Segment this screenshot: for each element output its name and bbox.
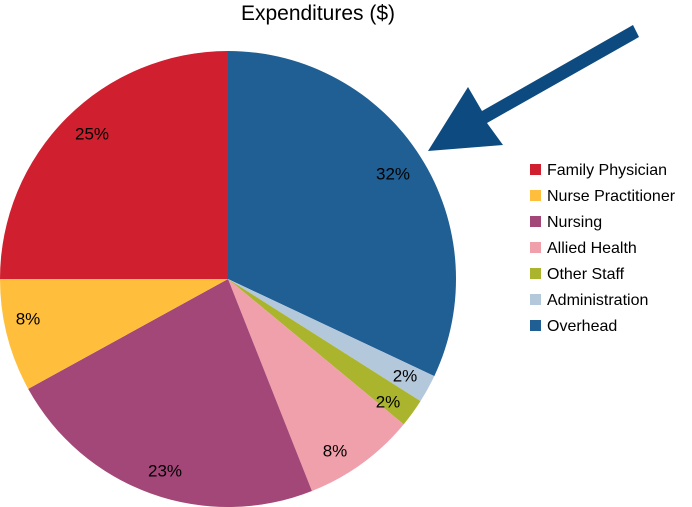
legend-swatch-overhead	[530, 320, 541, 331]
pie-slice-nursing	[28, 279, 312, 507]
pie-slice-allied-health	[228, 279, 404, 491]
slice-label-allied-health: 8%	[323, 441, 348, 460]
legend-swatch-administration	[530, 294, 541, 305]
slice-label-nurse-practitioner: 8%	[16, 309, 41, 328]
slice-label-other-staff: 2%	[376, 392, 401, 411]
legend-label-nursing: Nursing	[547, 214, 602, 231]
pie-slice-nurse-practitioner	[0, 279, 228, 389]
legend-swatch-other-staff	[530, 268, 541, 279]
pie-slices	[0, 51, 457, 507]
pie-slice-family-physician	[0, 51, 228, 279]
slice-labels: 32% 2% 2% 8% 23% 8% 25%	[16, 124, 418, 480]
legend-label-other-staff: Other Staff	[547, 266, 625, 283]
pie-slice-administration	[228, 279, 435, 402]
legend-label-family-physician: Family Physician	[547, 162, 667, 179]
legend-swatch-allied-health	[530, 242, 541, 253]
slice-label-nursing: 23%	[148, 461, 182, 480]
legend-swatch-nursing	[530, 216, 541, 227]
slice-label-administration: 2%	[393, 366, 418, 385]
annotation-arrow-icon	[428, 25, 639, 151]
legend-label-administration: Administration	[547, 292, 648, 309]
chart-title: Expenditures ($)	[241, 2, 395, 25]
slice-label-overhead: 32%	[376, 164, 410, 183]
legend-label-nurse-practitioner: Nurse Practitioner	[547, 188, 676, 205]
slice-label-family-physician: 25%	[75, 124, 109, 143]
legend-swatch-nurse-practitioner	[530, 190, 541, 201]
pie-slice-other-staff	[228, 279, 421, 425]
legend-label-overhead: Overhead	[547, 318, 617, 335]
legend: Family Physician Nurse Practitioner Nursin…	[530, 162, 676, 335]
legend-swatch-family-physician	[530, 164, 541, 175]
legend-label-allied-health: Allied Health	[547, 240, 637, 257]
pie-slice-overhead	[228, 51, 457, 377]
